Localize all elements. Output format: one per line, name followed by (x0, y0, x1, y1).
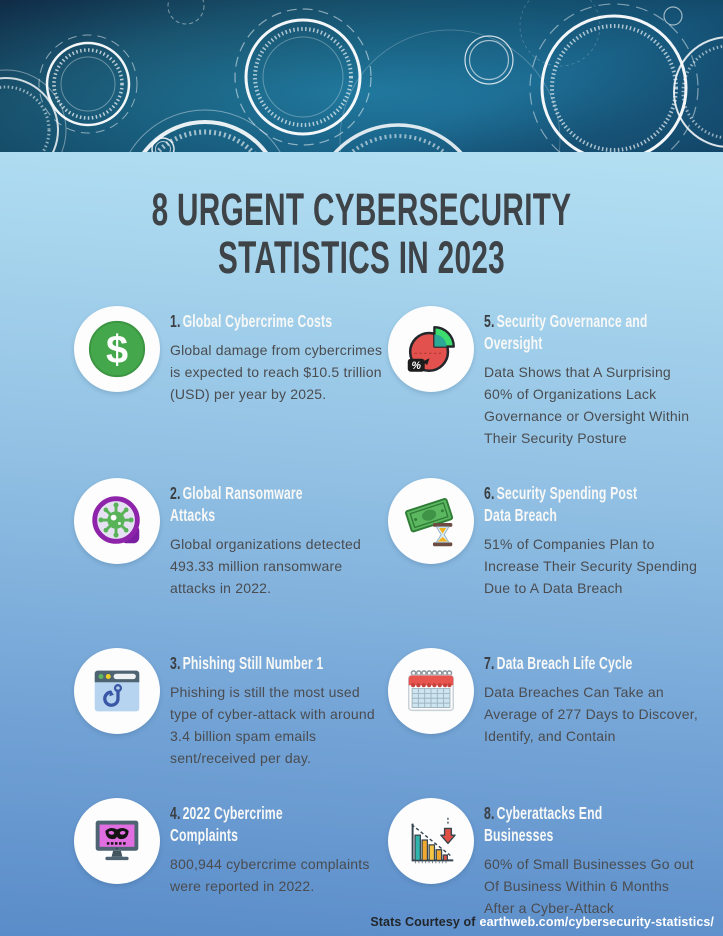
stat-text: 3. Phishing Still Number 1 Phishing is st… (170, 646, 388, 769)
stat-item-6: 6. Security Spending Post Data Breach 51%… (388, 476, 703, 646)
stat-heading-text: Security Spending Post Data Breach (484, 483, 638, 525)
page-title-line1: 8 URGENT CYBERSECURITY (151, 184, 572, 235)
stat-text: 7. Data Breach Life Cycle Data Breaches C… (484, 646, 702, 747)
page-title: 8 URGENT CYBERSECURITY STATISTICS IN 202… (123, 186, 600, 282)
stat-item-1: $ 1. Global Cybercrime Costs Global damag… (74, 304, 388, 476)
footer-credit: Stats Courtesy of earthweb.com/cybersecur… (370, 915, 714, 929)
virus-scan-icon (92, 496, 140, 544)
stat-number: 6. (484, 483, 495, 503)
icon-circle (74, 798, 160, 884)
stat-heading: 2. Global Ransomware Attacks (170, 482, 381, 526)
stat-heading-text: 2022 Cybercrime Complaints (170, 803, 283, 845)
stat-text: 4. 2022 Cybercrime Complaints 800,944 cyb… (170, 796, 388, 897)
icon-circle (74, 648, 160, 734)
stat-text: 8. Cyberattacks End Businesses 60% of Sma… (484, 796, 702, 919)
stat-body: Global organizations detected 493.33 mil… (170, 536, 362, 596)
dollar-coin-icon: $ (88, 320, 146, 378)
stat-item-2: 2. Global Ransomware Attacks Global organ… (74, 476, 388, 646)
stat-body: Data Shows that A Surprising 60% of Orga… (484, 364, 690, 446)
money-hourglass-icon (405, 498, 454, 547)
stat-number: 2. (170, 483, 181, 503)
stat-heading-text: Security Governance and Oversight (484, 311, 648, 353)
stat-item-8: 8. Cyberattacks End Businesses 60% of Sma… (388, 796, 703, 919)
stat-heading: 3. Phishing Still Number 1 (170, 652, 381, 674)
phishing-hook-icon (94, 670, 140, 712)
icon-circle: % (388, 306, 474, 392)
stat-body: Phishing is still the most used type of … (170, 684, 375, 766)
icon-circle (388, 648, 474, 734)
stat-heading-text: Cyberattacks End Businesses (484, 803, 603, 845)
svg-text:$: $ (106, 328, 128, 372)
stat-heading-text: Data Breach Life Cycle (496, 653, 633, 673)
stat-heading: 1. Global Cybercrime Costs (170, 310, 381, 332)
stat-body: Global damage from cybercrimes is expect… (170, 342, 383, 402)
stat-text: 6. Security Spending Post Data Breach 51%… (484, 476, 702, 599)
stat-text: 5. Security Governance and Oversight Data… (484, 304, 702, 449)
stat-body: 60% of Small Businesses Go out Of Busine… (484, 856, 694, 916)
icon-circle (388, 798, 474, 884)
stat-body: 800,944 cybercrime complaints were repor… (170, 856, 370, 894)
stat-heading: 4. 2022 Cybercrime Complaints (170, 802, 381, 846)
stat-item-4: 4. 2022 Cybercrime Complaints 800,944 cyb… (74, 796, 388, 897)
stat-number: 4. (170, 803, 181, 823)
pie-chart-icon: % (407, 326, 455, 373)
stat-heading-text: Phishing Still Number 1 (182, 653, 324, 673)
svg-text:%: % (412, 360, 422, 372)
footer-credit-link[interactable]: earthweb.com/cybersecurity-statistics/ (479, 915, 714, 929)
stat-number: 5. (484, 311, 495, 331)
page-title-line2: STATISTICS IN 2023 (217, 232, 506, 283)
stats-grid: $ 1. Global Cybercrime Costs Global damag… (74, 304, 703, 919)
stat-text: 1. Global Cybercrime Costs Global damage … (170, 304, 388, 405)
hacker-monitor-icon (95, 820, 139, 861)
footer-credit-label: Stats Courtesy of (370, 915, 476, 929)
icon-circle: $ (74, 306, 160, 392)
icon-circle (388, 478, 474, 564)
right-column: % 5. Security Governance and Oversight Da… (388, 304, 703, 919)
stat-number: 7. (484, 653, 495, 673)
stat-heading: 8. Cyberattacks End Businesses (484, 802, 695, 846)
calendar-icon (407, 670, 455, 712)
stat-number: 1. (170, 311, 181, 331)
stat-text: 2. Global Ransomware Attacks Global organ… (170, 476, 388, 599)
stat-heading: 6. Security Spending Post Data Breach (484, 482, 695, 526)
stat-heading: 7. Data Breach Life Cycle (484, 652, 695, 674)
stat-item-7: 7. Data Breach Life Cycle Data Breaches C… (388, 646, 703, 796)
left-column: $ 1. Global Cybercrime Costs Global damag… (74, 304, 388, 919)
stat-number: 8. (484, 803, 495, 823)
stat-item-5: % 5. Security Governance and Oversight Da… (388, 304, 703, 476)
header-tech-circles-image (0, 0, 723, 152)
declining-chart-icon (411, 817, 456, 864)
stat-heading: 5. Security Governance and Oversight (484, 310, 695, 354)
stat-number: 3. (170, 653, 181, 673)
icon-circle (74, 478, 160, 564)
stat-item-3: 3. Phishing Still Number 1 Phishing is st… (74, 646, 388, 796)
stat-heading-text: Global Ransomware Attacks (170, 483, 303, 525)
stat-body: 51% of Companies Plan to Increase Their … (484, 536, 698, 596)
stat-body: Data Breaches Can Take an Average of 277… (484, 684, 698, 744)
stat-heading-text: Global Cybercrime Costs (182, 311, 333, 331)
